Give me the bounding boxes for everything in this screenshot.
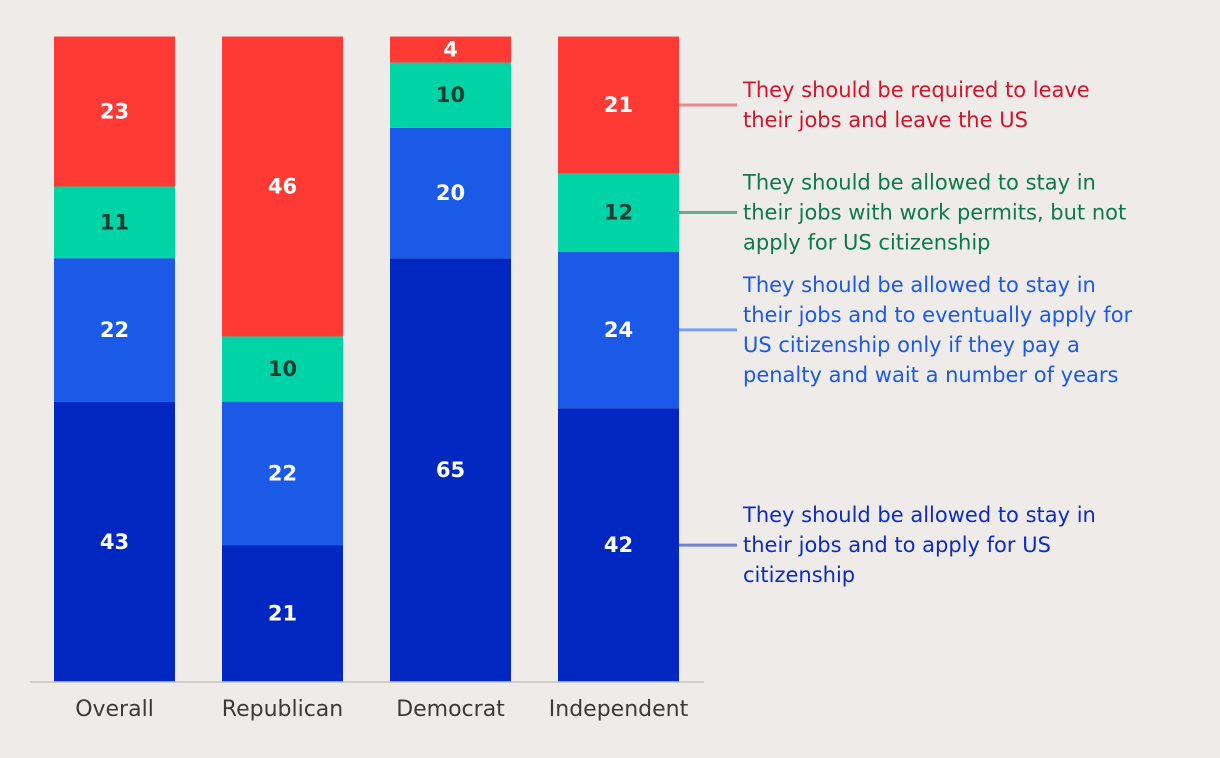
data-label-republican-series-3: 10 xyxy=(268,357,297,381)
data-label-overall-series-3: 11 xyxy=(100,210,129,234)
bar-democrat-series-2 xyxy=(390,127,511,259)
data-label-democrat-series-4: 4 xyxy=(443,38,458,62)
data-label-overall-series-4: 23 xyxy=(100,100,129,124)
bar-independent-series-3 xyxy=(558,173,679,252)
data-label-independent-series-4: 21 xyxy=(604,93,633,117)
category-label-republican: Republican xyxy=(222,697,343,722)
bar-democrat-series-3 xyxy=(390,62,511,128)
data-label-republican-series-1: 21 xyxy=(268,602,297,626)
legend-label-series-4: They should be required to leave their jo… xyxy=(742,78,1090,132)
category-label-democrat: Democrat xyxy=(396,697,505,722)
bar-republican-series-1 xyxy=(222,545,343,682)
bar-democrat-series-4 xyxy=(390,36,511,63)
bar-overall-series-1 xyxy=(54,401,175,682)
data-label-independent-series-2: 24 xyxy=(604,318,633,342)
bar-republican-series-3 xyxy=(222,336,343,402)
data-label-democrat-series-2: 20 xyxy=(436,181,465,205)
bars-group: 43 22 11 23 21 22 10 46 65 20 10 4 42 24 12 21 xyxy=(54,36,679,682)
bar-overall-series-2 xyxy=(54,258,175,402)
data-label-overall-series-2: 22 xyxy=(100,318,129,342)
legend-label-series-1: They should be allowed to stay in their j… xyxy=(742,503,1096,587)
data-label-independent-series-3: 12 xyxy=(604,201,633,225)
bar-independent-series-4 xyxy=(558,36,679,174)
data-label-overall-series-1: 43 xyxy=(100,530,129,554)
data-label-independent-series-1: 42 xyxy=(604,533,633,557)
legend: They should be allowed to stay in their j… xyxy=(679,78,1133,587)
data-label-democrat-series-1: 65 xyxy=(436,458,465,482)
bar-republican-series-4 xyxy=(222,36,343,337)
bar-democrat-series-1 xyxy=(390,258,511,682)
data-label-democrat-series-3: 10 xyxy=(436,83,465,107)
bar-overall-series-3 xyxy=(54,186,175,259)
data-label-republican-series-2: 22 xyxy=(268,461,297,485)
category-label-overall: Overall xyxy=(75,697,154,722)
category-label-independent: Independent xyxy=(549,697,689,722)
bar-republican-series-2 xyxy=(222,401,343,546)
bar-overall-series-4 xyxy=(54,36,175,187)
category-labels: Overall Republican Democrat Independent xyxy=(75,697,688,722)
bar-independent-series-1 xyxy=(558,408,679,682)
bar-independent-series-2 xyxy=(558,251,679,409)
data-label-republican-series-4: 46 xyxy=(268,174,297,198)
legend-label-series-2: They should be allowed to stay in their j… xyxy=(742,273,1133,387)
legend-label-series-3: They should be allowed to stay in their j… xyxy=(742,171,1126,255)
